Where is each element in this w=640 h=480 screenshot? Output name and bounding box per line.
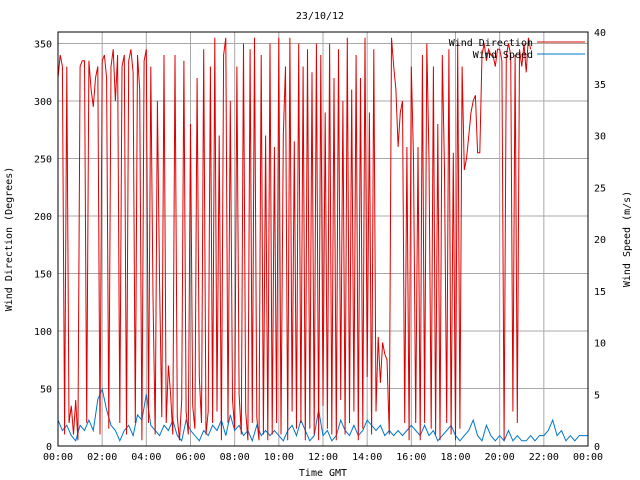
y-left-tick-label: 350	[34, 40, 52, 51]
y-right-tick-label: 0	[594, 442, 600, 453]
y-right-tick-label: 35	[594, 80, 606, 91]
y-right-tick-label: 40	[594, 28, 606, 39]
y-right-tick-label: 5	[594, 390, 600, 401]
legend-label-wind-direction: Wind Direction	[449, 38, 533, 49]
y-right-tick-label: 30	[594, 132, 606, 143]
y-left-tick-label: 200	[34, 212, 52, 223]
y-right-tick-label: 20	[594, 235, 606, 246]
x-tick-label: 14:00	[352, 452, 382, 463]
legend-item-wind-direction: Wind Direction	[449, 38, 585, 49]
y-left-tick-label: 150	[34, 270, 52, 281]
x-tick-label: 12:00	[308, 452, 338, 463]
y-left-tick-labels: 0 50 100 150 200 250 300 350	[34, 40, 52, 454]
legend: Wind Direction Wind Speed	[449, 38, 585, 61]
x-tick-label: 22:00	[529, 452, 559, 463]
y-right-tick-label: 25	[594, 183, 606, 194]
series-layer	[57, 37, 588, 443]
legend-label-wind-speed: Wind Speed	[473, 50, 533, 61]
y-left-tick-label: 0	[46, 442, 52, 453]
plot-frame	[57, 31, 589, 447]
y-left-tick-label: 250	[34, 155, 52, 166]
x-tick-labels: 00:00 02:00 04:00 06:00 08:00 10:00 12:00 14:00…	[43, 452, 603, 463]
y-axis-label-left: Wind Direction (Degrees)	[4, 167, 15, 312]
chart-title: 23/10/12	[296, 11, 344, 22]
y-left-tick-label: 100	[34, 327, 52, 338]
x-tick-label: 20:00	[485, 452, 515, 463]
x-tick-label: 00:00	[43, 452, 73, 463]
x-tick-label: 02:00	[87, 452, 117, 463]
y-left-tick-label: 50	[40, 385, 52, 396]
x-tick-label: 08:00	[220, 452, 250, 463]
x-tick-label: 18:00	[440, 452, 470, 463]
legend-item-wind-speed: Wind Speed	[473, 50, 585, 61]
x-tick-label: 00:00	[573, 452, 603, 463]
y-right-tick-label: 10	[594, 339, 606, 350]
x-tick-label: 16:00	[396, 452, 426, 463]
wind-direction-line	[57, 37, 532, 441]
y-left-tick-label: 300	[34, 97, 52, 108]
y-right-tick-label: 15	[594, 287, 606, 298]
x-axis-label: Time GMT	[299, 468, 347, 479]
y-right-tick-labels: 0 5 10 15 20 25 30 35 40	[594, 28, 606, 453]
y-axis-label-right: Wind Speed (m/s)	[622, 191, 633, 287]
wind-speed-line	[57, 387, 588, 443]
x-tick-label: 10:00	[264, 452, 294, 463]
x-tick-label: 04:00	[131, 452, 161, 463]
x-tick-label: 06:00	[175, 452, 205, 463]
